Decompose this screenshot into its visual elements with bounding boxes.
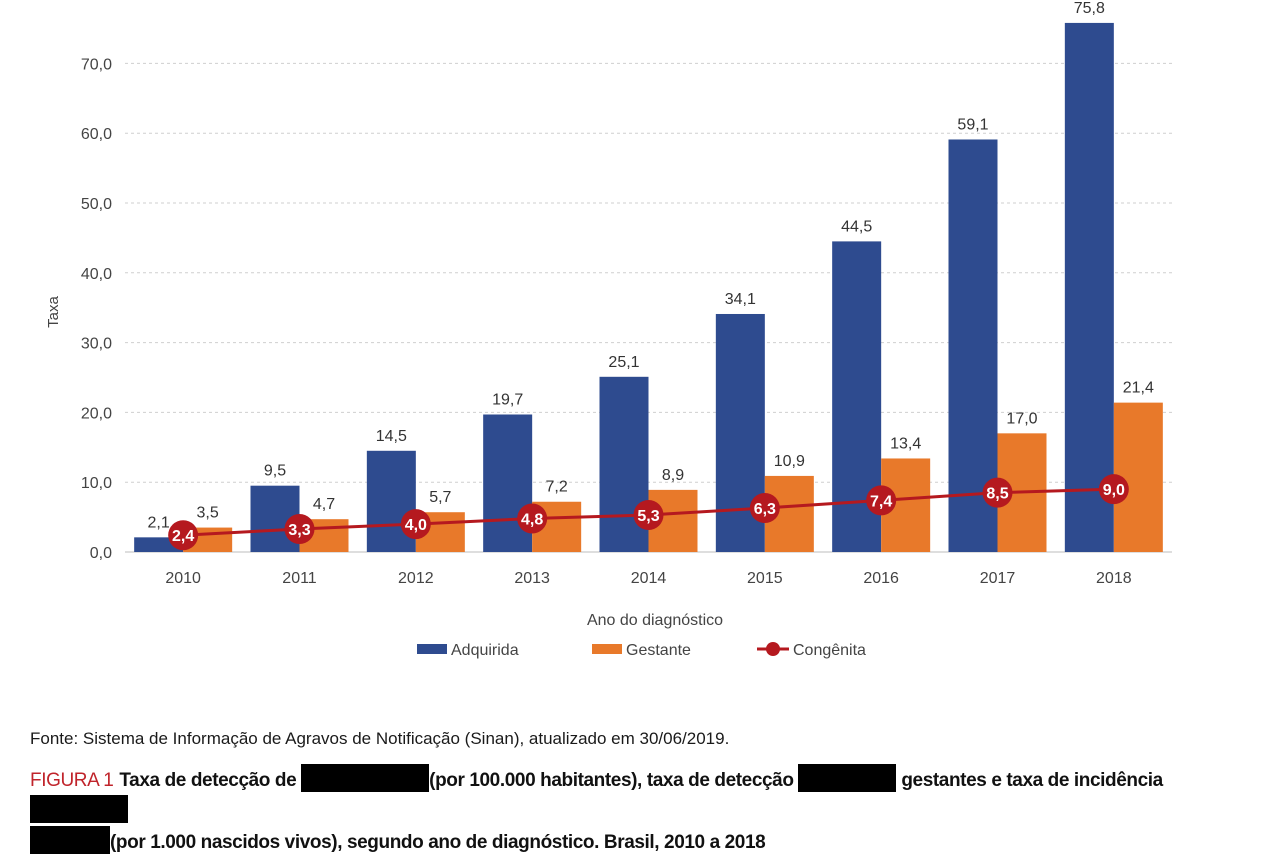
legend-label: Adquirida [451,642,519,659]
data-label: 34,1 [725,291,756,308]
point-label: 3,3 [288,522,310,539]
x-tick-label: 2013 [514,570,550,587]
data-label: 75,8 [1074,0,1105,17]
line-point [400,509,431,540]
data-label: 10,9 [774,453,805,470]
legend-label: Congênita [793,642,866,659]
x-tick-label: 2018 [1096,570,1132,587]
x-tick-label: 2014 [631,570,667,587]
line-point [749,493,780,524]
data-label: 13,4 [890,435,921,452]
redaction-block [30,826,110,854]
line-point [284,513,315,544]
data-label: 5,7 [429,489,451,506]
data-label: 4,7 [313,496,335,513]
x-tick-label: 2010 [165,570,201,587]
redaction-block [798,764,897,792]
y-tick-label: 40,0 [81,266,112,283]
y-tick-label: 20,0 [81,405,112,422]
y-tick-label: 0,0 [90,545,112,562]
y-tick-label: 50,0 [81,196,112,213]
legend-swatch [592,644,622,654]
point-label: 8,5 [986,486,1008,503]
line-point [633,500,664,531]
caption-text-1: Taxa de detecção de [119,770,297,791]
data-label: 8,9 [662,467,684,484]
y-tick-label: 70,0 [81,56,112,73]
data-label: 25,1 [608,354,639,371]
caption-text-2: (por 100.000 habitantes), taxa de detecç… [429,770,794,791]
line-point [866,485,897,516]
data-label: 3,5 [197,505,219,522]
figure-caption: FIGURA 1 Taxa de detecção de (por 100.000… [30,764,1230,857]
data-label: 59,1 [957,116,988,133]
x-tick-label: 2015 [747,570,783,587]
y-tick-label: 30,0 [81,336,112,353]
point-label: 4,8 [521,511,543,528]
y-tick-label: 10,0 [81,475,112,492]
data-label: 44,5 [841,218,872,235]
y-axis-title: Taxa [45,296,62,328]
line-point [168,520,199,551]
chart: 0,0 10,0 20,0 30,0 40,0 50,0 60,0 70,0 Taxa 2,1 3,… [45,0,1172,659]
data-label: 19,7 [492,391,523,408]
data-label: 9,5 [264,463,286,480]
bar-adquirida [1064,22,1114,552]
redaction-block [301,764,430,792]
data-label: 2,1 [148,514,170,531]
redaction-block [30,795,128,823]
point-label: 5,3 [637,508,659,525]
data-label: 7,2 [546,479,568,496]
point-label: 7,4 [870,493,892,510]
x-tick-label: 2012 [398,570,434,587]
caption-text-3: gestantes e taxa de incidência [901,770,1163,791]
point-label: 4,0 [405,517,427,534]
caption-text-4: (por 1.000 nascidos vivos), segundo ano … [110,832,766,853]
data-label: 14,5 [376,428,407,445]
point-label: 9,0 [1103,482,1125,499]
legend-marker [766,642,780,656]
data-label: 17,0 [1006,410,1037,427]
legend-swatch [417,644,447,654]
x-axis-title: Ano do diagnóstico [587,612,723,629]
legend-label: Gestante [626,642,691,659]
source-note: Fonte: Sistema de Informação de Agravos … [30,729,730,748]
line-point [517,503,548,534]
x-tick-label: 2017 [980,570,1016,587]
data-label: 21,4 [1123,380,1154,397]
y-tick-label: 60,0 [81,126,112,143]
line-point [982,477,1013,508]
point-label: 2,4 [172,528,194,545]
x-tick-label: 2011 [282,570,317,587]
point-label: 6,3 [754,501,776,518]
x-tick-label: 2016 [863,570,899,587]
figure-label: FIGURA 1 [30,770,114,791]
line-point [1098,474,1129,505]
